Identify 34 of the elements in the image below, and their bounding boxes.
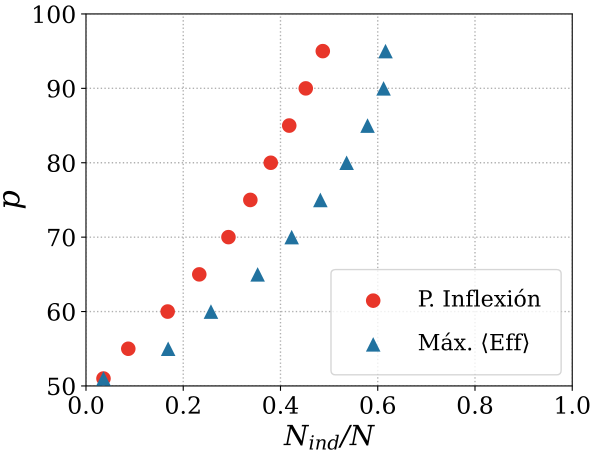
point xyxy=(243,192,258,208)
point xyxy=(204,304,218,319)
point xyxy=(160,304,175,319)
y-tick-label: 70 xyxy=(48,228,75,246)
point xyxy=(250,267,265,282)
point xyxy=(298,81,314,96)
point xyxy=(339,155,354,170)
legend-label: Máx. ⟨Eff⟩ xyxy=(418,332,528,354)
x-tick-label: 0.0 xyxy=(68,396,104,414)
point xyxy=(313,192,328,208)
point xyxy=(284,230,299,244)
point xyxy=(376,81,391,96)
y-tick-label: 80 xyxy=(48,154,75,172)
y-tick-label: 50 xyxy=(48,377,75,396)
x-tick-label: 0.2 xyxy=(166,396,200,414)
x-axis-title: N$_{ind}$/N xyxy=(283,424,375,450)
y-axis-title: p xyxy=(2,190,26,208)
point xyxy=(221,230,236,244)
point xyxy=(360,118,375,133)
x-tick-label: 0.4 xyxy=(263,396,298,414)
legend-label: P. Inflexión xyxy=(418,288,541,307)
point xyxy=(192,267,207,282)
point xyxy=(282,118,297,133)
point xyxy=(121,341,136,356)
x-tick-label: 1.0 xyxy=(556,396,590,414)
y-tick-label: 100 xyxy=(34,5,75,24)
point xyxy=(378,44,393,58)
x-tick-label: 0.6 xyxy=(360,396,396,414)
x-tick-label: 0.8 xyxy=(458,396,492,414)
y-tick-label: 90 xyxy=(48,80,75,98)
point xyxy=(160,341,176,356)
point xyxy=(316,44,330,58)
point xyxy=(263,155,278,170)
y-tick-label: 60 xyxy=(48,302,75,321)
